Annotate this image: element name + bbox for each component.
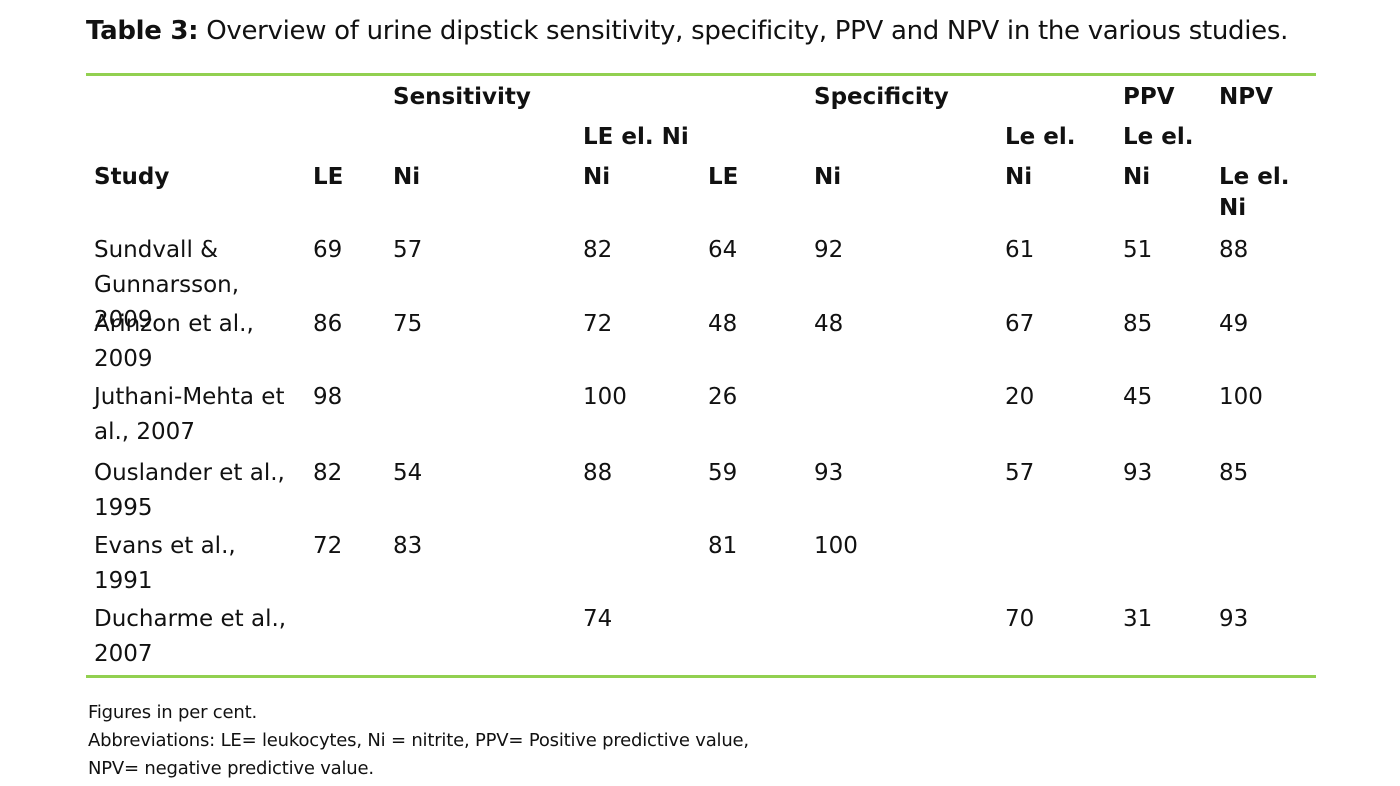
cell-study: Ouslander et al., 1995 (94, 460, 285, 521)
cell-ppv: 51 (1123, 237, 1153, 263)
table-top-rule (86, 73, 1316, 76)
footnote-abbreviations-line1: Abbreviations: LE= leukocytes, Ni = nitr… (88, 730, 749, 751)
cell-spec-le-ni: 70 (1005, 606, 1035, 632)
caption-label: Table 3: (86, 16, 199, 46)
header-group-sensitivity: Sensitivity (393, 84, 531, 110)
cell-spec-le: 59 (708, 460, 738, 486)
header-group-npv: NPV (1219, 84, 1273, 110)
cell-spec-le-ni: 61 (1005, 237, 1035, 263)
cell-npv: 49 (1219, 311, 1249, 337)
cell-sens-ni: 54 (393, 460, 423, 486)
cell-study: Sundvall & Gunnarsson, 2009 (94, 237, 240, 333)
header-sens-le: LE (313, 164, 344, 190)
table-footnotes: Figures in per cent. Abbreviations: LE= … (88, 699, 749, 783)
cell-sens-le: 82 (313, 460, 343, 486)
cell-spec-le: 48 (708, 311, 738, 337)
cell-spec-ni: 93 (814, 460, 844, 486)
header-group-specificity: Specificity (814, 84, 949, 110)
cell-npv: 93 (1219, 606, 1249, 632)
cell-sens-le: 98 (313, 384, 343, 410)
header-ppv-line1: Le el. (1123, 124, 1194, 150)
cell-ppv: 85 (1123, 311, 1153, 337)
cell-spec-ni: 100 (814, 533, 858, 559)
cell-sens-le-ni: 88 (583, 460, 613, 486)
cell-ppv: 31 (1123, 606, 1153, 632)
header-spec-le-ni-line2: Ni (1005, 164, 1033, 190)
header-ppv-line2: Ni (1123, 164, 1151, 190)
cell-sens-ni: 75 (393, 311, 423, 337)
cell-study: Evans et al., 1991 (94, 533, 236, 594)
cell-sens-le-ni: 72 (583, 311, 613, 337)
cell-spec-le: 26 (708, 384, 738, 410)
cell-study: Ducharme et al., 2007 (94, 606, 287, 667)
cell-npv: 100 (1219, 384, 1263, 410)
header-spec-le-ni-line1: Le el. (1005, 124, 1076, 150)
table-caption: Table 3: Overview of urine dipstick sens… (86, 16, 1288, 46)
cell-spec-le-ni: 67 (1005, 311, 1035, 337)
cell-spec-le: 64 (708, 237, 738, 263)
cell-ppv: 93 (1123, 460, 1153, 486)
cell-npv: 85 (1219, 460, 1249, 486)
cell-sens-le-ni: 74 (583, 606, 613, 632)
cell-spec-ni: 48 (814, 311, 844, 337)
cell-sens-ni: 57 (393, 237, 423, 263)
cell-sens-le: 72 (313, 533, 343, 559)
cell-sens-le: 86 (313, 311, 343, 337)
header-npv-sub: Le el. Ni (1219, 164, 1290, 221)
header-group-ppv: PPV (1123, 84, 1175, 110)
footnote-abbreviations-line2: NPV= negative predictive value. (88, 758, 374, 779)
cell-study: Arinzon et al., 2009 (94, 311, 254, 372)
table-bottom-rule (86, 675, 1316, 678)
header-spec-ni: Ni (814, 164, 842, 190)
cell-npv: 88 (1219, 237, 1249, 263)
cell-sens-le-ni: 100 (583, 384, 627, 410)
cell-spec-le-ni: 57 (1005, 460, 1035, 486)
cell-ppv: 45 (1123, 384, 1153, 410)
cell-sens-le: 69 (313, 237, 343, 263)
cell-spec-ni: 92 (814, 237, 844, 263)
header-study: Study (94, 164, 170, 190)
cell-spec-le: 81 (708, 533, 738, 559)
header-spec-le: LE (708, 164, 739, 190)
cell-spec-le-ni: 20 (1005, 384, 1035, 410)
header-sens-ni: Ni (393, 164, 421, 190)
caption-text: Overview of urine dipstick sensitivity, … (206, 16, 1289, 46)
cell-sens-le-ni: 82 (583, 237, 613, 263)
cell-study: Juthani-Mehta et al., 2007 (94, 384, 285, 445)
header-sens-le-ni-line2: Ni (583, 164, 611, 190)
cell-sens-ni: 83 (393, 533, 423, 559)
footnote-units: Figures in per cent. (88, 702, 257, 723)
header-sens-le-ni-line1: LE el. Ni (583, 124, 689, 150)
